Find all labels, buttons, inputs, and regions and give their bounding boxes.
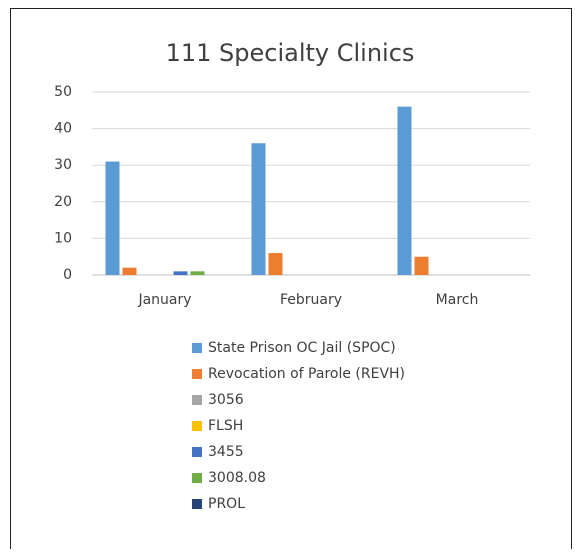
y-tick-label: 40: [54, 121, 72, 137]
bar: [190, 271, 205, 275]
bar: [105, 161, 120, 275]
x-tick-label: January: [137, 292, 191, 308]
legend-label: PROL: [208, 496, 245, 512]
legend-label: State Prison OC Jail (SPOC): [208, 340, 396, 356]
bar: [268, 253, 283, 275]
bar: [173, 271, 188, 275]
x-tick-label: March: [436, 292, 479, 308]
legend-label: Revocation of Parole (REVH): [208, 366, 405, 382]
legend-label: 3455: [208, 444, 244, 460]
bar: [122, 267, 137, 275]
bar: [397, 106, 412, 275]
y-tick-label: 10: [54, 230, 72, 246]
bar: [414, 256, 429, 275]
legend-swatch: [192, 343, 202, 353]
x-tick-label: February: [280, 292, 342, 308]
legend-swatch: [192, 499, 202, 509]
legend-label: FLSH: [208, 418, 243, 434]
legend-label: 3056: [208, 392, 244, 408]
y-tick-label: 30: [54, 157, 72, 173]
y-tick-label: 20: [54, 194, 72, 210]
legend-swatch: [192, 473, 202, 483]
legend-swatch: [192, 395, 202, 405]
y-tick-label: 50: [54, 84, 72, 100]
legend-swatch: [192, 369, 202, 379]
legend-swatch: [192, 421, 202, 431]
y-tick-label: 0: [63, 267, 72, 283]
chart-frame: [10, 8, 572, 553]
legend-swatch: [192, 447, 202, 457]
chart-title: 111 Specialty Clinics: [166, 39, 415, 67]
bar: [251, 143, 266, 275]
legend-label: 3008.08: [208, 470, 266, 486]
